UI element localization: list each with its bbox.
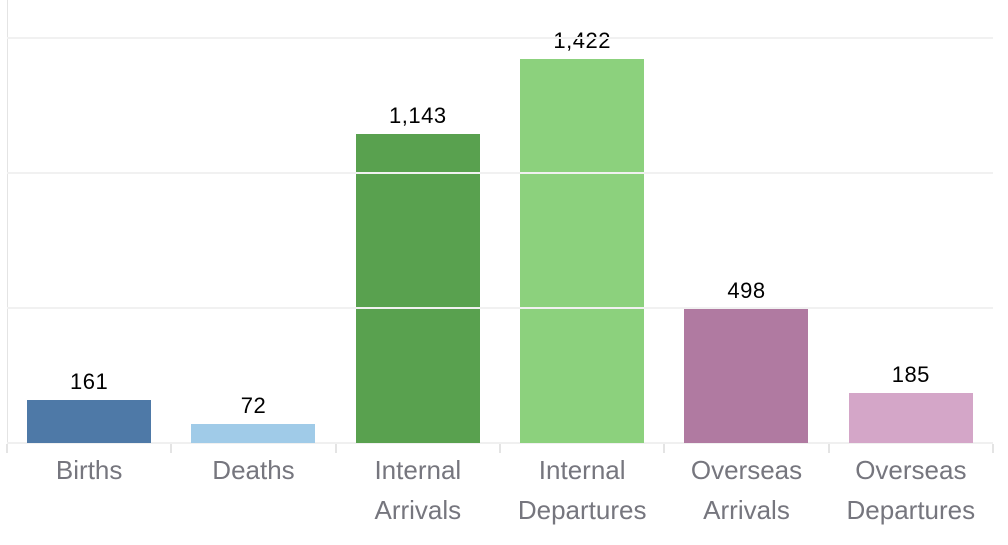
bar-overseas-departures[interactable] xyxy=(848,393,973,443)
x-axis-label-overseas-departures: Overseas Departures xyxy=(846,455,976,525)
bar-group-births: 161 Births xyxy=(7,0,171,545)
bar-value-label: 161 xyxy=(70,368,109,394)
x-axis-tick xyxy=(663,444,666,453)
gridline-1500 xyxy=(7,37,993,39)
x-axis-label-overseas-arrivals: Overseas Arrivals xyxy=(690,455,803,525)
bar-value-label: 1,422 xyxy=(553,28,611,54)
bar-internal-arrivals[interactable] xyxy=(355,134,480,443)
x-axis-label-deaths: Deaths xyxy=(212,455,295,485)
bar-value-label: 1,143 xyxy=(389,103,447,129)
x-axis-tick xyxy=(334,444,337,453)
bar-group-overseas-arrivals: 498 Overseas Arrivals xyxy=(664,0,828,545)
x-axis-line xyxy=(7,442,993,444)
x-axis-label-births: Births xyxy=(55,455,123,485)
bar-group-internal-arrivals: 1,143 Internal Arrivals xyxy=(336,0,500,545)
bar-group-deaths: 72 Deaths xyxy=(171,0,335,545)
bar-internal-departures[interactable] xyxy=(520,59,645,443)
x-axis-tick xyxy=(6,444,8,453)
bar-value-label: 72 xyxy=(240,392,267,418)
bar-births[interactable] xyxy=(27,399,152,443)
bar-group-internal-departures: 1,422 Internal Departures xyxy=(500,0,664,545)
bar-value-label: 498 xyxy=(727,277,766,303)
bar-group-overseas-departures: 185 Overseas Departures xyxy=(829,0,993,545)
y-axis-line xyxy=(7,0,8,443)
x-axis-tick xyxy=(170,444,173,453)
x-axis-tick xyxy=(992,444,994,453)
bar-value-label: 185 xyxy=(891,362,930,388)
bar-deaths[interactable] xyxy=(191,423,316,443)
x-axis-tick xyxy=(499,444,501,453)
x-axis-label-internal-departures: Internal Departures xyxy=(517,455,647,525)
gridline-1000 xyxy=(7,172,993,174)
x-axis-tick xyxy=(827,444,830,453)
gridline-500 xyxy=(7,307,993,309)
bar-overseas-arrivals[interactable] xyxy=(684,308,809,443)
x-axis-label-internal-arrivals: Internal Arrivals xyxy=(374,455,462,525)
